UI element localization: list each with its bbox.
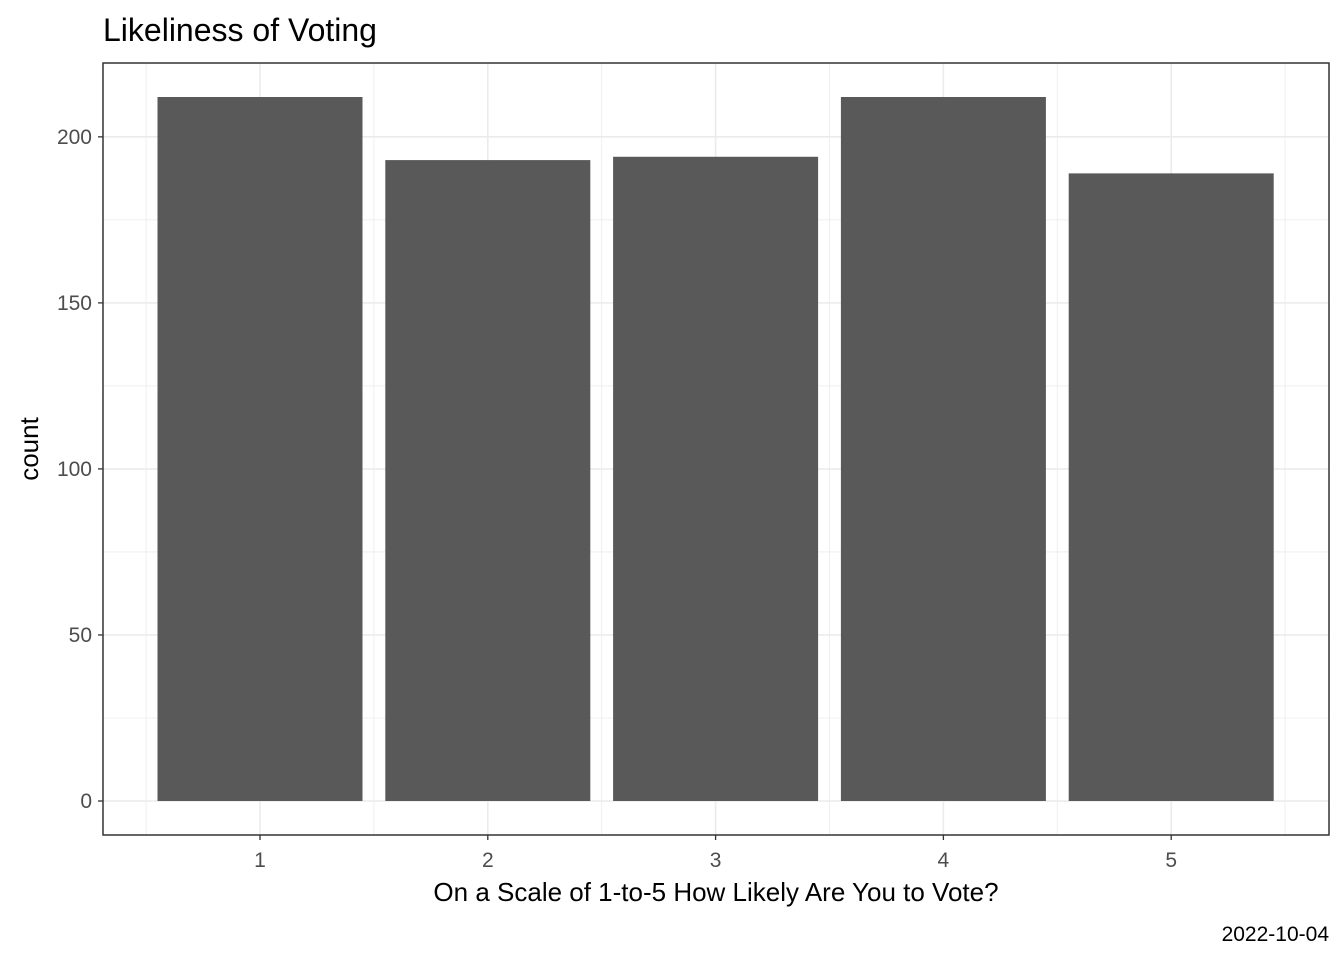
y-tick-label: 200 — [57, 126, 92, 149]
y-tick-label: 0 — [80, 790, 92, 813]
x-tick-label: 5 — [1165, 849, 1177, 872]
x-axis-title: On a Scale of 1-to-5 How Likely Are You … — [433, 877, 998, 907]
bar-4 — [840, 97, 1046, 801]
y-tick-label: 50 — [69, 624, 92, 647]
bar-3 — [613, 156, 819, 802]
x-tick-label: 3 — [710, 849, 722, 872]
bar-5 — [1068, 173, 1274, 801]
x-tick-label: 4 — [938, 849, 950, 872]
y-axis-ticks: 0 50 100 150 200 — [57, 126, 103, 813]
x-tick-label: 2 — [482, 849, 494, 872]
bars — [157, 97, 1274, 802]
x-tick-label: 1 — [254, 849, 266, 872]
bar-1 — [157, 97, 363, 801]
y-axis-title: count — [14, 416, 44, 480]
y-tick-label: 100 — [57, 458, 92, 481]
y-tick-label: 150 — [57, 292, 92, 315]
caption: 2022-10-04 — [1222, 923, 1330, 946]
x-axis-ticks: 1 2 3 4 5 — [254, 835, 1177, 872]
bar-2 — [385, 160, 591, 801]
chart-title: Likeliness of Voting — [103, 12, 377, 48]
